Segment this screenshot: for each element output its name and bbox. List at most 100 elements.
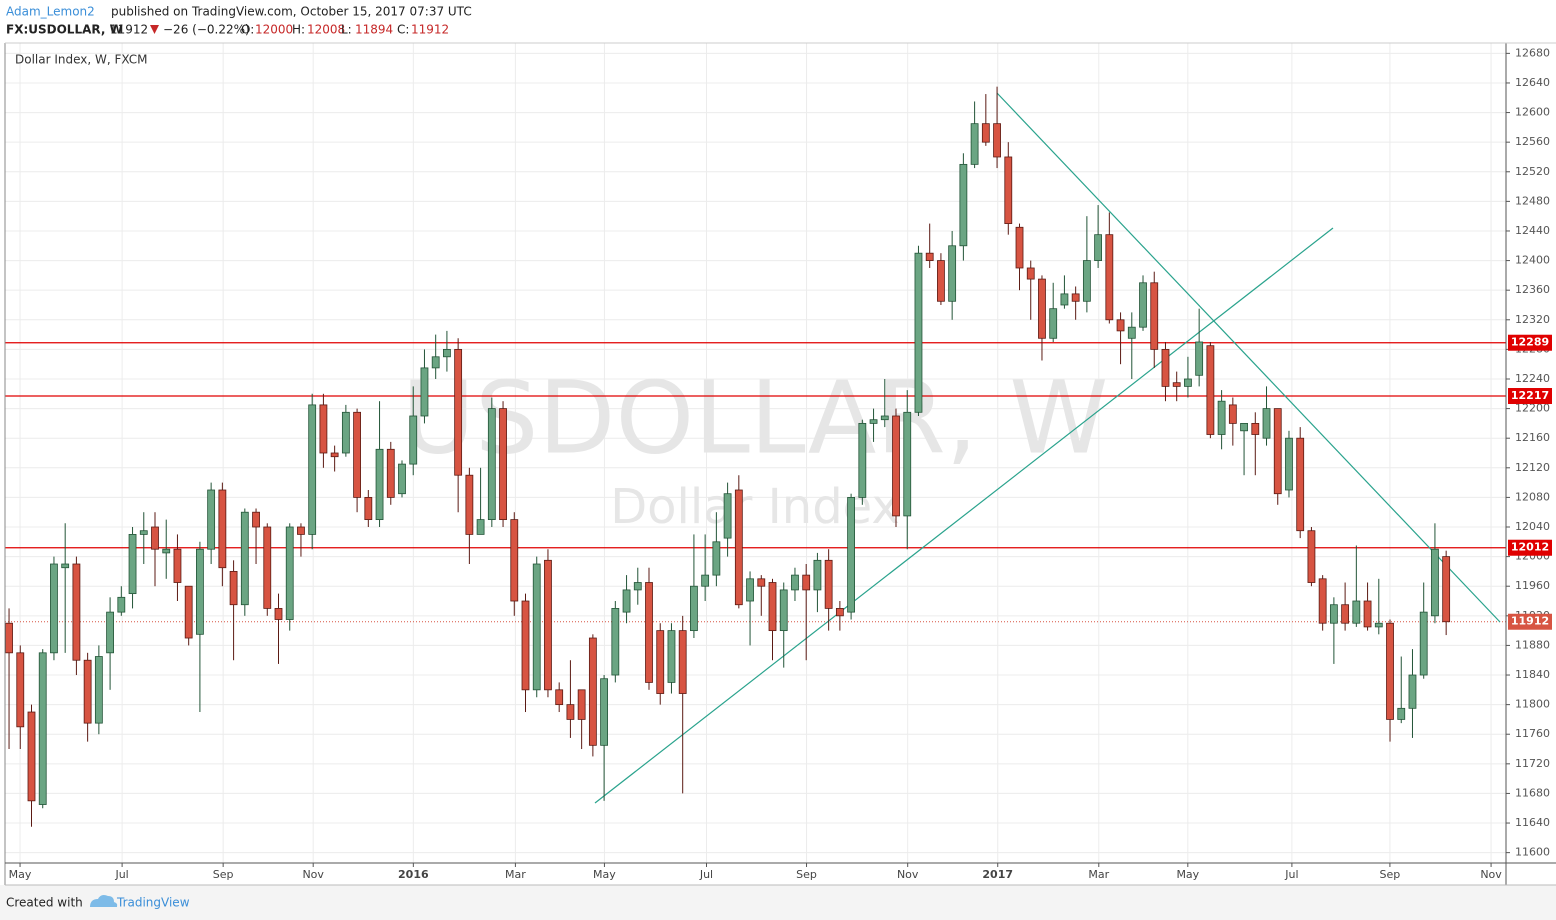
x-tick-label: Sep xyxy=(796,868,817,881)
candle-body xyxy=(173,548,182,583)
footer-created: Created with xyxy=(6,896,83,910)
candle-body xyxy=(263,526,272,609)
candle-body xyxy=(229,571,238,606)
x-tick-label: 2017 xyxy=(982,868,1013,881)
candle-body xyxy=(1329,604,1338,624)
x-tick-label: Jul xyxy=(699,868,713,881)
x-tick-label: May xyxy=(593,868,616,881)
level-label: 12289 xyxy=(1511,336,1549,349)
candle-body xyxy=(139,530,148,535)
candle-body xyxy=(802,574,811,591)
candle-body xyxy=(330,452,339,458)
chart-title: Dollar Index, W, FXCM xyxy=(15,53,148,67)
candle-body xyxy=(712,541,721,576)
candle-body xyxy=(588,637,597,746)
candle-body xyxy=(959,163,968,247)
last-price-label: 11912 xyxy=(1511,615,1549,628)
candle-body xyxy=(1341,604,1350,624)
published: published on TradingView.com, October 15… xyxy=(111,5,472,19)
candle-body xyxy=(734,489,743,606)
candle-body xyxy=(398,463,406,495)
close-value: 11912 xyxy=(411,23,449,37)
author[interactable]: Adam_Lemon2 xyxy=(6,5,95,19)
candle-body xyxy=(1285,437,1293,491)
candle-body xyxy=(218,489,227,569)
candle-body xyxy=(1116,319,1125,332)
candle-body xyxy=(1172,382,1181,387)
candle-body xyxy=(1374,622,1383,628)
y-tick-label: 12160 xyxy=(1515,431,1550,444)
candle-body xyxy=(892,415,900,517)
candle-body xyxy=(38,652,47,805)
footer-brand[interactable]: TradingView xyxy=(116,896,190,910)
level-badge xyxy=(1508,388,1552,405)
candle-body xyxy=(5,622,13,654)
y-tick-label: 12240 xyxy=(1515,372,1550,385)
candle-body xyxy=(566,704,575,720)
symbol: FX:USDOLLAR, W xyxy=(6,23,123,37)
logo xyxy=(90,895,118,907)
candle-body xyxy=(1363,600,1372,628)
candle-body xyxy=(274,608,283,620)
candle-body xyxy=(1251,422,1260,435)
x-tick-label: Sep xyxy=(1380,868,1401,881)
candle-body xyxy=(1228,404,1237,424)
candle-body xyxy=(151,526,159,550)
candle-body xyxy=(240,511,249,606)
candle-body xyxy=(948,245,957,302)
y-tick-label: 12640 xyxy=(1515,76,1550,89)
close-label: C: xyxy=(397,23,409,37)
candle-body xyxy=(1038,278,1046,339)
candle-body xyxy=(1431,548,1439,617)
y-tick-label: 12680 xyxy=(1515,46,1550,59)
candle-body xyxy=(993,123,1001,158)
y-tick-label: 11720 xyxy=(1515,757,1550,770)
trend-lines xyxy=(594,92,1501,804)
candle-body xyxy=(746,578,754,602)
candle-body xyxy=(869,419,878,424)
y-tick-label: 12360 xyxy=(1515,283,1550,296)
candle-body xyxy=(1150,282,1159,350)
candle-body xyxy=(1184,378,1192,387)
candle-body xyxy=(454,348,463,476)
candle-body xyxy=(1004,156,1013,224)
x-tick-label: Nov xyxy=(1480,868,1502,881)
candle-body xyxy=(678,630,687,694)
candle-body xyxy=(1161,348,1170,387)
candle-body xyxy=(622,589,631,613)
level-label: 12217 xyxy=(1511,389,1549,402)
candle-body xyxy=(667,630,676,683)
candle-body xyxy=(521,600,530,691)
candle-body xyxy=(757,578,766,587)
down-arrow xyxy=(150,25,159,34)
candle-body xyxy=(1015,226,1024,269)
candle-body xyxy=(1026,267,1035,280)
x-tick-label: Mar xyxy=(1088,868,1109,881)
candle-body xyxy=(1240,422,1248,432)
open-label: O: xyxy=(241,23,254,37)
candle-body xyxy=(61,563,70,569)
candle-body xyxy=(847,497,856,613)
candle-body xyxy=(768,582,777,632)
trend-line xyxy=(996,92,1501,623)
y-tick-label: 12320 xyxy=(1515,313,1550,326)
y-tick-label: 12200 xyxy=(1515,402,1550,415)
candle-body xyxy=(1307,530,1316,583)
candle-body xyxy=(611,608,620,676)
high-label: H: xyxy=(292,23,305,37)
last-price: 11912 xyxy=(110,23,148,37)
candle-body xyxy=(308,404,317,535)
axes: 11600 11640 11680 11720 11760 11800 11840 11880… xyxy=(9,46,1552,881)
y-tick-label: 12440 xyxy=(1515,224,1550,237)
x-tick-label: Nov xyxy=(897,868,919,881)
candle-body xyxy=(1049,308,1058,339)
candle-body xyxy=(375,448,384,521)
candle-body xyxy=(341,411,350,454)
candle-body xyxy=(117,596,126,613)
candle-body xyxy=(431,356,440,369)
candle-body xyxy=(1408,674,1417,709)
candle-body xyxy=(162,548,171,554)
candle-body xyxy=(510,519,519,602)
candle-body xyxy=(903,411,912,517)
